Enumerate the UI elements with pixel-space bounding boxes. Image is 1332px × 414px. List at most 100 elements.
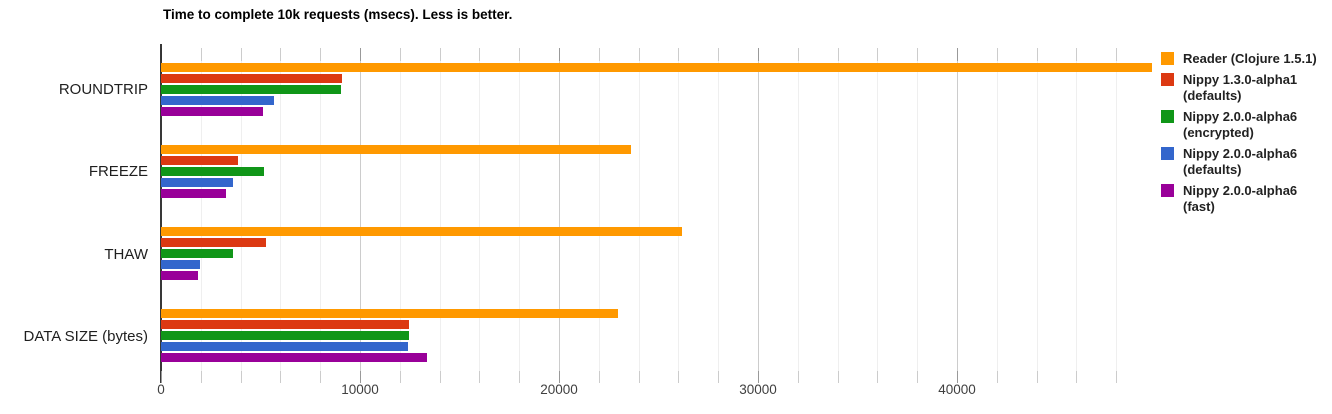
- tick-mark: [280, 48, 282, 61]
- tick-mark: [240, 371, 242, 383]
- legend-item: Nippy 1.3.0-alpha1 (defaults): [1161, 72, 1332, 104]
- gridline: [320, 48, 322, 374]
- tick-mark: [1036, 371, 1038, 383]
- bar-thaw-series-0: [161, 227, 683, 237]
- tick-mark: [877, 371, 879, 383]
- gridline: [598, 48, 600, 374]
- legend-item: Nippy 2.0.0-alpha6 (fast): [1161, 183, 1332, 215]
- bar-thaw-series-2: [161, 249, 233, 259]
- bar-data-size-bytes--series-0: [161, 309, 618, 319]
- value-axis-label: 30000: [739, 382, 777, 397]
- gridline: [240, 48, 242, 374]
- category-axis: ROUNDTRIP FREEZE THAW DATA SIZE (bytes): [0, 0, 148, 414]
- tick-mark: [837, 48, 839, 61]
- tick-mark: [1036, 48, 1038, 61]
- value-axis-label: 10000: [341, 382, 379, 397]
- gridline: [757, 48, 759, 374]
- gridline: [359, 48, 361, 374]
- tick-mark: [638, 371, 640, 383]
- category-label: DATA SIZE (bytes): [23, 327, 148, 345]
- gridline: [1036, 48, 1038, 374]
- tick-mark: [439, 371, 441, 383]
- tick-mark: [359, 371, 361, 383]
- tick-mark: [797, 48, 799, 61]
- value-axis-label: 20000: [540, 382, 578, 397]
- gridline: [479, 48, 481, 374]
- category-label: ROUNDTRIP: [58, 81, 148, 99]
- gridline: [558, 48, 560, 374]
- category-label: THAW: [104, 245, 148, 263]
- tick-mark: [678, 371, 680, 383]
- bar-data-size-bytes--series-4: [161, 353, 427, 363]
- tick-mark: [1116, 371, 1118, 383]
- value-axis-label: 0: [157, 382, 165, 397]
- tick-mark: [837, 371, 839, 383]
- tick-mark: [718, 371, 720, 383]
- bar-freeze-series-4: [161, 188, 226, 198]
- tick-mark: [280, 371, 282, 383]
- tick-mark: [558, 48, 560, 61]
- tick-mark: [519, 371, 521, 383]
- plot-area: [160, 44, 1152, 383]
- legend-item: Nippy 2.0.0-alpha6 (encrypted): [1161, 109, 1332, 141]
- tick-mark: [877, 48, 879, 61]
- tick-mark: [996, 48, 998, 61]
- value-axis-label: 40000: [938, 382, 976, 397]
- bar-roundtrip-series-4: [161, 106, 264, 116]
- chart-title: Time to complete 10k requests (msecs). L…: [163, 7, 513, 22]
- tick-mark: [996, 371, 998, 383]
- tick-mark: [161, 48, 162, 61]
- legend-label: Reader (Clojure 1.5.1): [1183, 51, 1317, 66]
- tick-mark: [917, 371, 919, 383]
- gridline: [200, 48, 202, 374]
- tick-mark: [359, 48, 361, 61]
- tick-mark: [558, 371, 560, 383]
- legend-swatch: [1161, 110, 1174, 123]
- tick-mark: [200, 48, 202, 61]
- bar-freeze-series-1: [161, 155, 238, 165]
- gridline: [956, 48, 958, 374]
- tick-mark: [678, 48, 680, 61]
- gridline: [797, 48, 799, 374]
- bar-thaw-series-1: [161, 238, 267, 248]
- bar-roundtrip-series-3: [161, 95, 275, 105]
- tick-mark: [638, 48, 640, 61]
- gridline: [837, 48, 839, 374]
- gridline: [439, 48, 441, 374]
- bar-data-size-bytes--series-3: [161, 342, 408, 352]
- legend-swatch: [1161, 184, 1174, 197]
- legend-swatch: [1161, 147, 1174, 160]
- gridline: [399, 48, 401, 374]
- gridline: [678, 48, 680, 374]
- tick-mark: [757, 371, 759, 383]
- tick-mark: [956, 371, 958, 383]
- tick-mark: [757, 48, 759, 61]
- legend-label: Nippy 1.3.0-alpha1 (defaults): [1183, 72, 1298, 103]
- bar-roundtrip-series-0: [161, 62, 1152, 72]
- legend-label: Nippy 2.0.0-alpha6 (encrypted): [1183, 109, 1298, 140]
- gridline: [1116, 48, 1118, 374]
- tick-mark: [161, 371, 162, 383]
- legend: Reader (Clojure 1.5.1) Nippy 1.3.0-alpha1…: [1161, 51, 1332, 220]
- bar-freeze-series-2: [161, 166, 265, 176]
- tick-mark: [240, 48, 242, 61]
- legend-swatch: [1161, 73, 1174, 86]
- gridline: [638, 48, 640, 374]
- bar-thaw-series-3: [161, 260, 200, 270]
- gridline: [718, 48, 720, 374]
- bar-data-size-bytes--series-1: [161, 320, 409, 330]
- tick-mark: [320, 371, 322, 383]
- gridline: [519, 48, 521, 374]
- gridline: [280, 48, 282, 374]
- legend-label: Nippy 2.0.0-alpha6 (defaults): [1183, 146, 1298, 177]
- bar-roundtrip-series-2: [161, 84, 342, 94]
- bar-data-size-bytes--series-2: [161, 331, 410, 341]
- tick-mark: [399, 48, 401, 61]
- bar-roundtrip-series-1: [161, 73, 343, 83]
- category-label: FREEZE: [88, 163, 148, 181]
- tick-mark: [1076, 371, 1078, 383]
- tick-mark: [320, 48, 322, 61]
- tick-mark: [399, 371, 401, 383]
- bar-freeze-series-3: [161, 177, 233, 187]
